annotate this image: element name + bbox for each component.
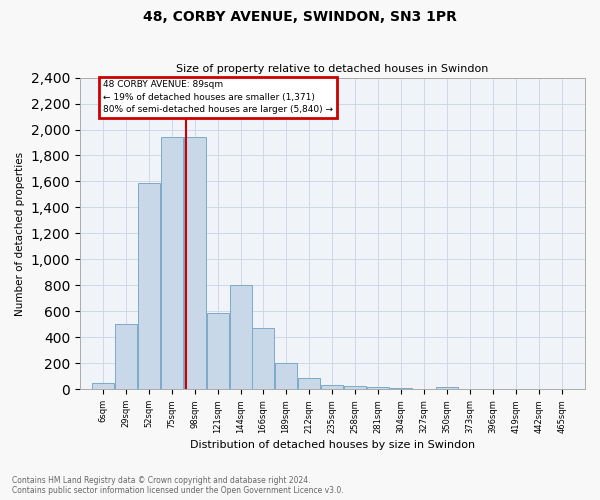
Y-axis label: Number of detached properties: Number of detached properties [15,152,25,316]
Bar [367,388,389,390]
Text: Contains HM Land Registry data © Crown copyright and database right 2024.
Contai: Contains HM Land Registry data © Crown c… [12,476,344,495]
Bar [413,388,435,390]
Bar [115,324,137,390]
Bar [252,328,274,390]
Bar [321,385,343,390]
Bar [390,388,412,390]
X-axis label: Distribution of detached houses by size in Swindon: Distribution of detached houses by size … [190,440,475,450]
Bar [298,378,320,390]
Bar [230,286,252,390]
Bar [436,386,458,390]
Bar [184,138,206,390]
Bar [138,183,160,390]
Text: 48 CORBY AVENUE: 89sqm
← 19% of detached houses are smaller (1,371)
80% of semi-: 48 CORBY AVENUE: 89sqm ← 19% of detached… [103,80,333,114]
Title: Size of property relative to detached houses in Swindon: Size of property relative to detached ho… [176,64,488,74]
Bar [161,138,183,390]
Bar [207,312,229,390]
Text: 48, CORBY AVENUE, SWINDON, SN3 1PR: 48, CORBY AVENUE, SWINDON, SN3 1PR [143,10,457,24]
Bar [344,386,366,390]
Bar [275,364,297,390]
Bar [92,383,114,390]
